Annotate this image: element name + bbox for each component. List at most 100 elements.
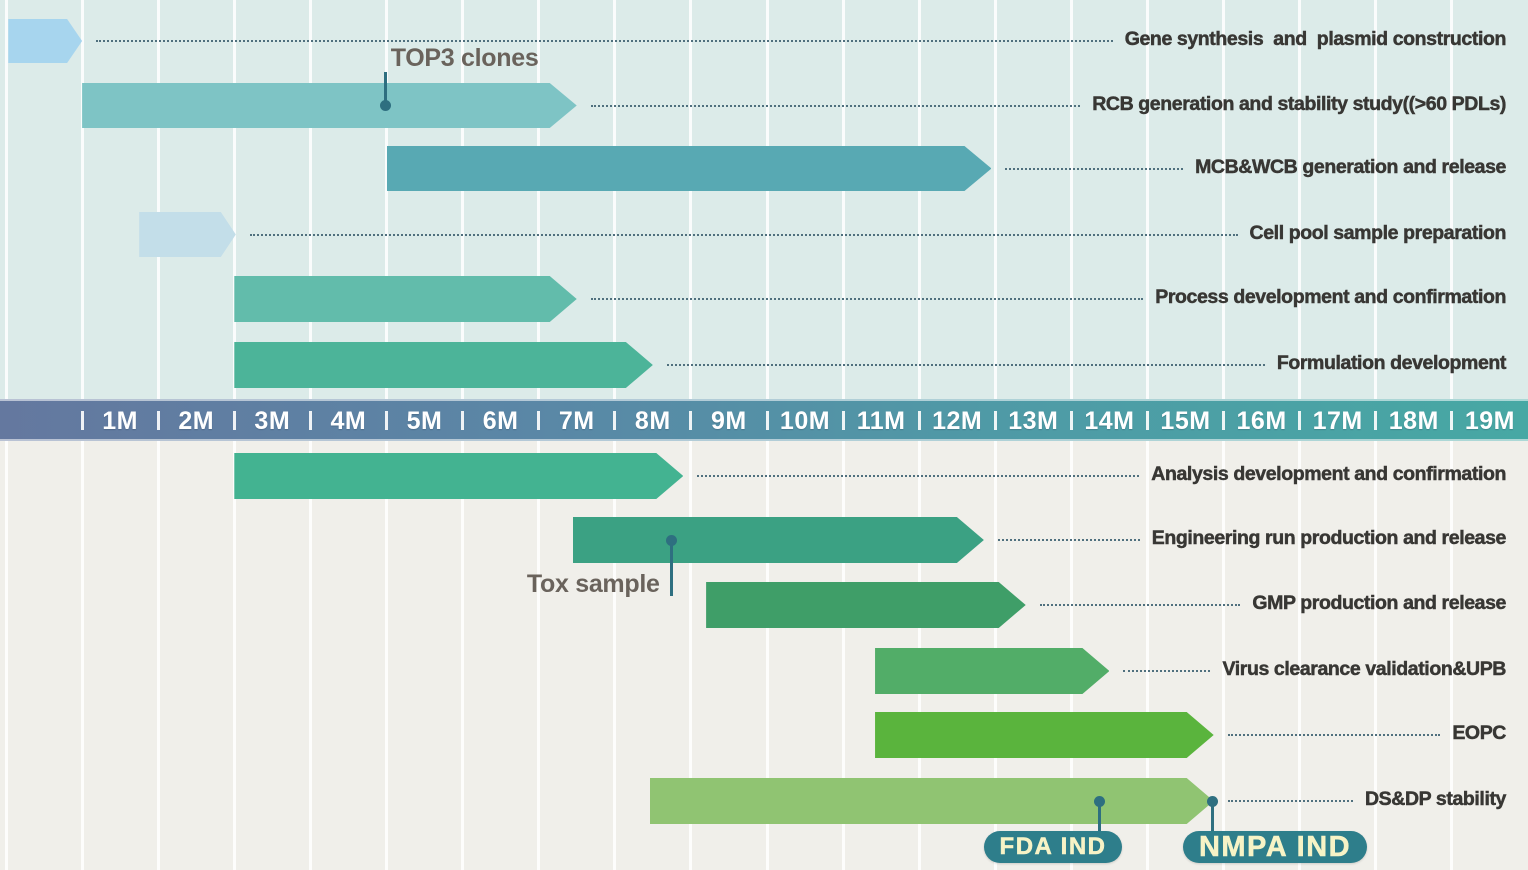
grid-line: [689, 0, 693, 399]
grid-line: [1374, 441, 1378, 870]
task-label: Cell pool sample preparation: [1249, 221, 1506, 244]
badge-fda-ind: FDA IND: [983, 831, 1123, 863]
axis-tick: [1450, 411, 1454, 430]
task-bar: [875, 712, 1214, 758]
axis-tick: [1298, 411, 1302, 430]
annotation-top3-clones: TOP3 clones: [390, 43, 539, 72]
axis-tick: [308, 411, 312, 430]
grid-line: [385, 441, 388, 870]
month-label: 4M: [330, 407, 367, 435]
axis-tick: [689, 411, 693, 430]
task-label: Analysis development and confirmation: [1151, 463, 1507, 486]
task-label: Virus clearance validation&UPB: [1222, 658, 1506, 681]
axis-tick: [917, 411, 921, 430]
task-bar: [234, 453, 683, 499]
axis-tick: [613, 411, 617, 430]
grid-line: [461, 441, 465, 870]
grid-line: [1146, 0, 1149, 399]
grid-line: [385, 0, 388, 399]
grid-line: [1222, 441, 1226, 870]
grid-line: [308, 441, 312, 870]
grid-line: [537, 0, 541, 399]
month-label: 2M: [178, 407, 215, 435]
leader-line: [666, 364, 1265, 366]
task-bar: [387, 146, 992, 191]
axis-tick: [461, 411, 465, 430]
task-bar: [82, 83, 577, 128]
grid-line: [4, 0, 8, 399]
task-bar: [139, 212, 236, 257]
upper-section: [0, 0, 1528, 399]
axis-tick: [537, 411, 541, 430]
grid-line: [4, 441, 8, 870]
leader-line: [1005, 167, 1183, 170]
axis-tick: [1222, 411, 1226, 430]
grid-line: [537, 441, 541, 870]
task-bar: [8, 19, 82, 63]
task-bar: [234, 276, 576, 322]
annotation-tox-sample: Tox sample: [526, 570, 660, 598]
month-label: 3M: [254, 407, 291, 435]
task-label: Process development and confirmation: [1155, 286, 1507, 309]
grid-line: [232, 441, 236, 870]
leader-line: [590, 104, 1080, 107]
task-label: Engineering run production and release: [1151, 527, 1506, 550]
axis-tick: [80, 411, 84, 430]
task-bar: [706, 582, 1026, 628]
month-label: 5M: [406, 407, 443, 435]
grid-line: [1298, 441, 1302, 870]
grid-line: [156, 441, 160, 870]
month-label: 6M: [482, 407, 519, 435]
leader-line: [1227, 800, 1353, 802]
axis-tick: [1069, 411, 1073, 430]
grid-line: [1069, 0, 1073, 399]
leader-line: [1039, 604, 1240, 606]
grid-line: [80, 441, 84, 870]
leader-line: [590, 298, 1143, 300]
milestone-stem: [384, 71, 388, 106]
task-label: GMP production and release: [1252, 592, 1507, 615]
axis-tick: [156, 411, 160, 430]
task-bar: [875, 648, 1109, 694]
task-bar: [234, 342, 653, 388]
grid-line: [1298, 0, 1302, 399]
grid-line: [765, 0, 769, 399]
month-label: 19M: [1464, 407, 1515, 435]
month-label: 14M: [1084, 407, 1135, 435]
grid-line: [1450, 0, 1454, 399]
axis-tick: [1146, 411, 1149, 430]
timeline-axis: [0, 399, 1528, 441]
task-label: EOPC: [1452, 722, 1507, 745]
month-label: 16M: [1236, 407, 1287, 435]
milestone-dot: [380, 100, 392, 111]
axis-tick: [993, 411, 997, 430]
grid-line: [80, 0, 84, 399]
grid-line: [613, 0, 617, 399]
axis-tick: [765, 411, 769, 430]
task-label: Gene synthesis and plasmid construction: [1124, 28, 1506, 51]
task-bar: [573, 517, 984, 563]
axis-tick: [841, 411, 845, 430]
task-label: MCB&WCB generation and release: [1195, 155, 1507, 178]
task-bar: [650, 778, 1214, 824]
month-label: 13M: [1008, 407, 1059, 435]
month-label: 15M: [1160, 407, 1211, 435]
grid-line: [917, 0, 921, 399]
month-label: 7M: [558, 407, 595, 435]
month-label: 10M: [779, 407, 831, 435]
milestone-stem: [1098, 801, 1102, 833]
grid-line: [1450, 441, 1454, 870]
leader-line: [697, 475, 1139, 477]
axis-tick: [1374, 411, 1378, 430]
leader-line: [1123, 670, 1210, 672]
grid-line: [1146, 441, 1149, 870]
task-label: RCB generation and stability study((>60 …: [1092, 92, 1507, 115]
grid-line: [232, 0, 236, 399]
grid-line: [993, 0, 997, 399]
grid-line: [1374, 0, 1378, 399]
grid-line: [613, 441, 617, 870]
milestone-stem: [670, 540, 674, 596]
leader-line: [1227, 734, 1440, 736]
axis-tick: [232, 411, 236, 430]
month-label: 11M: [856, 407, 906, 435]
